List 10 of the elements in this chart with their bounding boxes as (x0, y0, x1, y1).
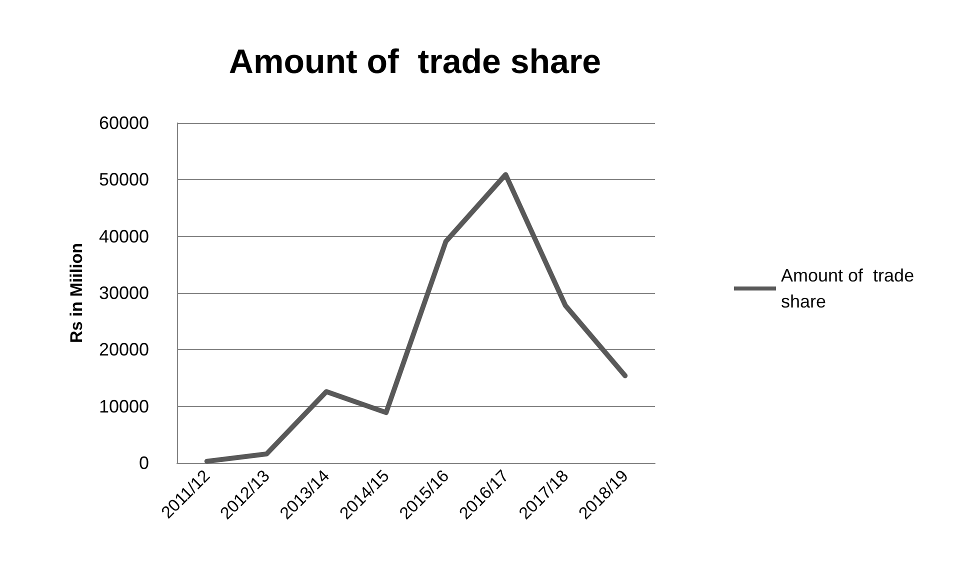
y-tick-label: 50000 (98, 170, 149, 190)
y-tick-label: 30000 (98, 283, 149, 303)
chart-title: Amount of trade share (228, 43, 602, 81)
legend-label: Amount of trade share (781, 266, 920, 312)
y-tick-label: 40000 (98, 226, 149, 246)
y-tick-label: 0 (138, 453, 149, 473)
y-tick-label: 10000 (98, 396, 149, 416)
y-tick-label: 20000 (98, 340, 149, 360)
y-axis-title: Rs in Miilion (67, 242, 86, 344)
y-tick-label: 60000 (98, 113, 149, 133)
